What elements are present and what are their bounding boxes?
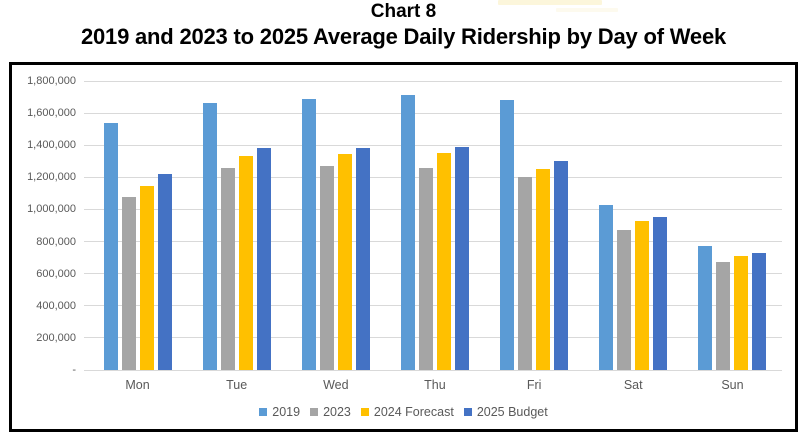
x-tick-label: Sat: [623, 378, 643, 392]
y-tick-label: 600,000: [36, 267, 76, 280]
x-tick-label: Mon: [125, 378, 150, 392]
y-tick-label: 1,600,000: [27, 107, 76, 120]
bar-2023-sun: [716, 262, 731, 370]
cropped-text-artifact-2: [556, 8, 618, 12]
bar-2025-budget-thu: [455, 147, 469, 370]
bar-2024-forecast-fri: [536, 169, 551, 370]
gridline: [84, 337, 782, 339]
legend-swatch: [310, 408, 319, 416]
bar-2019-thu: [401, 95, 415, 370]
x-tick-label: Thu: [424, 378, 446, 392]
bar-2025-budget-sat: [653, 217, 668, 370]
y-tick-label: 1,400,000: [27, 139, 76, 152]
legend: 2019 2023 2024 Forecast 2025 Budget: [12, 404, 795, 420]
chart-title: Chart 8: [370, 1, 437, 22]
bar-2023-thu: [419, 168, 433, 370]
y-tick-label: 400,000: [36, 299, 76, 312]
legend-item: 2024 Forecast: [360, 405, 454, 419]
bar-2025-budget-sun: [752, 253, 767, 370]
bar-2023-wed: [319, 166, 334, 370]
x-tick-label: Sun: [721, 378, 744, 392]
bar-2023-sat: [617, 230, 632, 370]
x-tick-label: Fri: [526, 378, 542, 392]
bar-2024-forecast-mon: [139, 186, 154, 370]
legend-label: 2024 Forecast: [373, 405, 454, 419]
bar-2019-fri: [500, 100, 515, 370]
legend-label: 2025 Budget: [476, 405, 548, 419]
bar-2025-budget-wed: [355, 148, 370, 370]
bar-2023-mon: [121, 197, 136, 370]
x-tick-label: Wed: [323, 378, 349, 392]
gridline: [84, 144, 782, 146]
gridline: [84, 273, 782, 275]
legend-item: 2025 Budget: [463, 405, 548, 419]
legend-label: 2019: [272, 405, 301, 419]
y-tick-label: 1,800,000: [27, 75, 76, 87]
gridline: [84, 208, 782, 210]
bar-2024-forecast-wed: [337, 154, 352, 370]
bar-2019-sat: [599, 205, 614, 370]
bar-2023-tue: [220, 168, 235, 370]
legend-label: 2023: [323, 405, 351, 419]
gridline: [84, 369, 782, 371]
bar-2019-sun: [698, 246, 713, 370]
bar-2024-forecast-tue: [238, 156, 253, 370]
bar-2019-tue: [202, 103, 217, 370]
bar-2024-forecast-sun: [734, 256, 749, 370]
cropped-text-artifact: [498, 0, 602, 5]
bar-2019-mon: [103, 123, 118, 370]
bar-2025-budget-mon: [157, 174, 172, 370]
gridline: [84, 112, 782, 114]
y-tick-label: 1,000,000: [27, 203, 76, 216]
bar-2025-budget-fri: [554, 161, 569, 370]
gridline: [84, 80, 782, 82]
legend-item: 2023: [310, 405, 351, 419]
bar-2019-wed: [301, 99, 316, 370]
legend-swatch: [259, 408, 268, 416]
x-tick-label: Tue: [226, 378, 248, 392]
legend-item: 2019: [259, 405, 300, 419]
gridline: [84, 305, 782, 307]
y-tick-label: 800,000: [36, 235, 76, 248]
plot-region: - 200,000 400,000 600,000 800,000 1,000,000 1,…: [12, 65, 795, 429]
legend-swatch: [463, 408, 472, 416]
bar-2024-forecast-thu: [437, 153, 451, 370]
y-tick-label: 1,200,000: [27, 171, 76, 184]
bar-2024-forecast-sat: [635, 221, 650, 370]
y-tick-label: -: [72, 364, 76, 376]
gridline: [84, 241, 782, 243]
chart-frame: - 200,000 400,000 600,000 800,000 1,000,000 1,…: [9, 62, 798, 432]
legend-swatch: [360, 408, 369, 416]
gridline: [84, 176, 782, 178]
chart-subtitle: 2019 and 2023 to 2025 Average Daily Ride…: [80, 24, 727, 49]
bar-2025-budget-tue: [256, 148, 271, 370]
bar-2023-fri: [518, 177, 533, 370]
y-tick-label: 200,000: [36, 331, 76, 344]
